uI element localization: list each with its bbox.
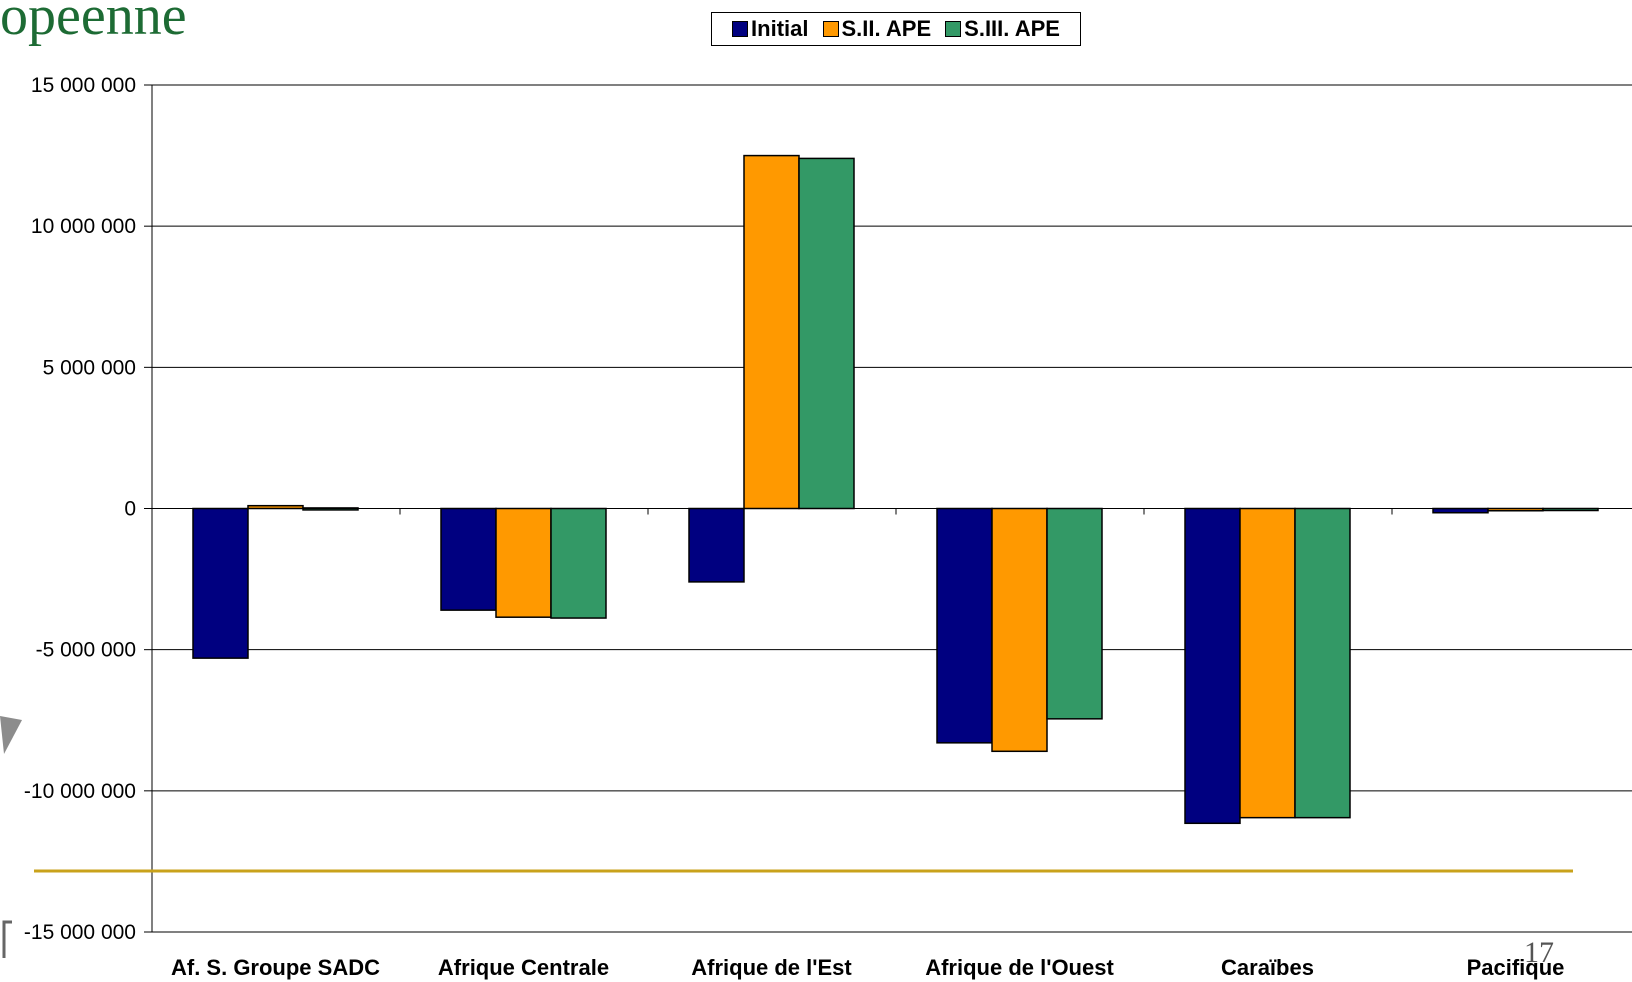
legend-label: S.III. APE xyxy=(964,16,1060,41)
bar xyxy=(1046,507,1103,720)
bar xyxy=(798,157,855,510)
y-tick-label: 15 000 000 xyxy=(31,74,136,97)
bar xyxy=(1294,507,1351,819)
x-axis-tick-labels: Af. S. Groupe SADC Afrique Centrale Afriqu… xyxy=(171,955,1564,980)
legend: Initial S.II. APE S.III. APE xyxy=(711,12,1081,46)
legend-label: S.II. APE xyxy=(841,16,932,41)
bar xyxy=(936,507,993,744)
legend-swatch xyxy=(732,21,749,37)
bars xyxy=(192,154,1599,825)
x-tick-label: Afrique de l'Ouest xyxy=(925,955,1114,980)
y-tick-label: 5 000 000 xyxy=(43,356,136,379)
x-tick-label: Afrique Centrale xyxy=(438,955,609,980)
x-tick-label: Af. S. Groupe SADC xyxy=(171,955,380,980)
legend-item: Initial xyxy=(732,16,809,42)
legend-swatch xyxy=(945,21,962,37)
slide-title-fragment: opeenne xyxy=(0,0,187,47)
bar xyxy=(550,507,607,619)
bar xyxy=(1184,507,1241,825)
gridlines xyxy=(144,84,1632,933)
bar xyxy=(1239,507,1296,819)
legend-item: S.III. APE xyxy=(945,16,1060,42)
x-tick-label: Caraïbes xyxy=(1221,955,1314,980)
x-tick-label: Afrique de l'Est xyxy=(691,955,852,980)
legend-label: Initial xyxy=(751,16,809,41)
y-tick-label: -10 000 000 xyxy=(24,780,136,803)
axes xyxy=(151,85,1632,932)
bar xyxy=(192,507,249,659)
decorative-triangle-icon xyxy=(0,716,22,754)
y-axis-tick-labels: 15 000 000 10 000 000 5 000 000 0 -5 000 000… xyxy=(24,74,136,944)
bar xyxy=(495,507,552,618)
bar xyxy=(1432,507,1489,514)
bar xyxy=(743,154,800,510)
y-tick-label: -5 000 000 xyxy=(36,639,136,662)
y-tick-label: 10 000 000 xyxy=(31,215,136,238)
slide-number: 17 xyxy=(1524,936,1554,969)
bar xyxy=(688,507,745,583)
legend-swatch xyxy=(822,21,839,37)
bar xyxy=(440,507,497,611)
bar xyxy=(991,507,1048,753)
y-tick-label: -15 000 000 xyxy=(24,921,136,944)
y-tick-label: 0 xyxy=(124,498,136,521)
legend-item: S.II. APE xyxy=(822,16,932,42)
x-tick-label: Pacifique xyxy=(1467,955,1565,980)
decorative-bracket-icon xyxy=(2,920,12,958)
